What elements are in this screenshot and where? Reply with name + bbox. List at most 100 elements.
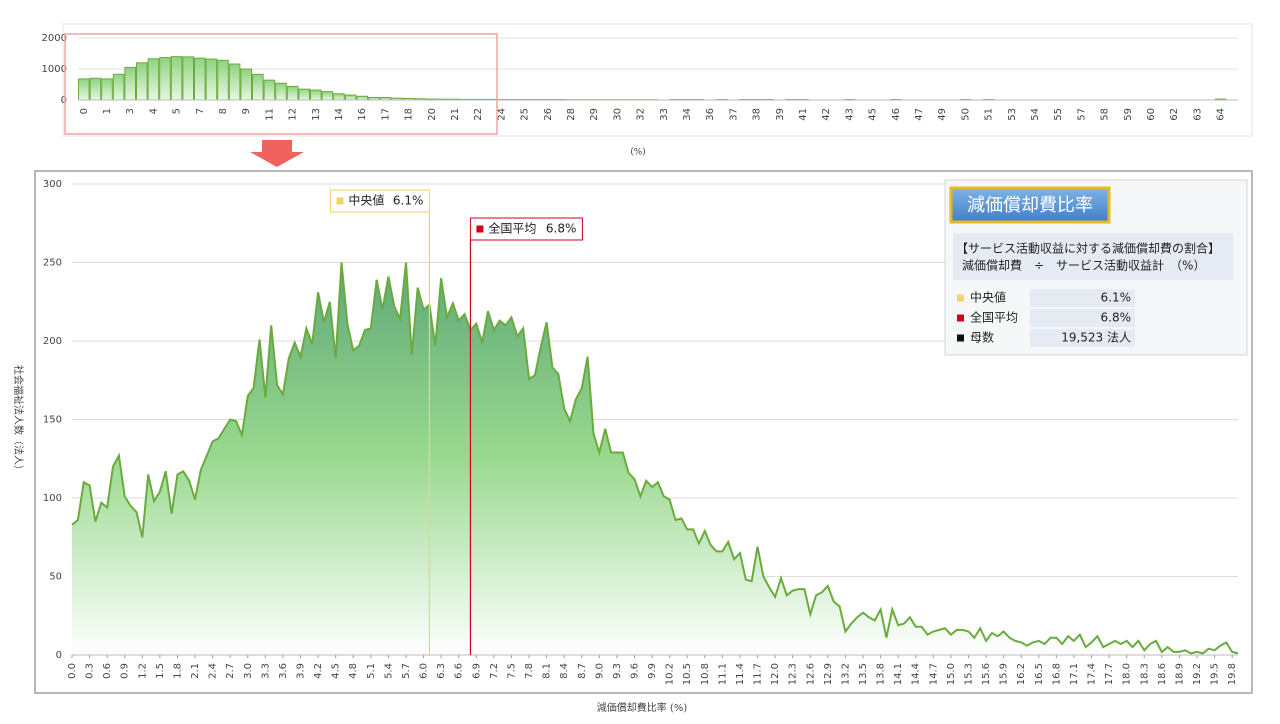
bar xyxy=(253,74,264,100)
x-tick-label: 19.5 xyxy=(1210,663,1221,685)
x-tick-label: 38 xyxy=(752,108,763,121)
x-tick-label: 2.4 xyxy=(208,663,219,679)
x-tick-label: 17 xyxy=(380,108,391,121)
x-tick-label: 15.6 xyxy=(981,663,992,685)
x-tick-label: 3 xyxy=(125,108,136,114)
info-row-label: 全国平均 xyxy=(970,310,1018,325)
bar xyxy=(206,59,217,100)
x-tick-label: 39 xyxy=(775,108,786,121)
x-tick-label: 10.2 xyxy=(665,663,676,685)
x-tick-label: 11.7 xyxy=(753,663,764,685)
x-tick-label: 18.3 xyxy=(1139,663,1150,685)
x-tick-label: 11.1 xyxy=(717,663,728,685)
x-tick-label: 9.9 xyxy=(647,663,658,679)
bar xyxy=(137,63,148,100)
bar xyxy=(357,96,368,100)
bar xyxy=(264,80,275,100)
x-tick-label: 10.5 xyxy=(682,663,693,685)
x-tick-label: 5.4 xyxy=(383,663,394,679)
x-tick-label: 12.6 xyxy=(805,663,816,685)
reference-value: 6.8% xyxy=(546,222,577,236)
x-tick-label: 3.0 xyxy=(243,663,254,679)
x-tick-label: 13.8 xyxy=(876,663,887,685)
x-tick-label: 12.3 xyxy=(788,663,799,685)
info-row-value: 6.8% xyxy=(1101,311,1132,325)
bar xyxy=(148,59,159,100)
x-tick-label: 14.4 xyxy=(911,663,922,685)
bar xyxy=(79,79,90,100)
info-swatch xyxy=(957,335,964,342)
x-tick-label: 5 xyxy=(172,108,183,114)
x-tick-label: 53 xyxy=(1007,108,1018,121)
x-tick-label: 16.5 xyxy=(1034,663,1045,685)
x-tick-label: 0 xyxy=(79,108,90,114)
x-tick-label: 11 xyxy=(264,108,275,121)
x-tick-label: 34 xyxy=(682,108,693,121)
x-tick-label: 29 xyxy=(589,108,600,121)
x-tick-label: 13 xyxy=(311,108,322,121)
info-description: 減価償却費 ÷ サービス活動収益計 （%） xyxy=(962,258,1205,273)
x-tick-label: 7.5 xyxy=(506,663,517,679)
x-tick-label: 17.4 xyxy=(1087,663,1098,685)
bar xyxy=(218,60,229,100)
info-row-value: 6.1% xyxy=(1101,291,1132,305)
x-tick-label: 45 xyxy=(868,108,879,121)
reference-swatch xyxy=(336,198,343,205)
y-tick-label: 0 xyxy=(61,95,67,106)
reference-name: 中央値 xyxy=(348,193,384,208)
x-tick-label: 9.6 xyxy=(629,663,640,679)
x-tick-label: 42 xyxy=(821,108,832,121)
x-tick-label: 15.9 xyxy=(999,663,1010,685)
x-tick-label: 43 xyxy=(844,108,855,121)
y-axis-label: 社会福祉法人数（法人） xyxy=(12,365,25,475)
x-tick-label: 4.8 xyxy=(348,663,359,679)
x-tick-label: 58 xyxy=(1100,108,1111,121)
x-tick-label: 8.4 xyxy=(559,663,570,679)
bar xyxy=(241,69,252,100)
info-row-value: 19,523 法人 xyxy=(1061,331,1131,345)
x-tick-label: 13.5 xyxy=(858,663,869,685)
x-tick-label: 12 xyxy=(288,108,299,121)
y-tick-label: 50 xyxy=(49,572,62,583)
x-tick-label: 49 xyxy=(937,108,948,121)
x-tick-label: 28 xyxy=(566,108,577,121)
bar xyxy=(287,86,298,100)
bar xyxy=(345,95,356,100)
zoom-arrow xyxy=(250,140,304,167)
info-row-label: 中央値 xyxy=(970,290,1006,305)
bar xyxy=(229,64,240,100)
x-tick-label: 26 xyxy=(543,108,554,121)
x-tick-label: 19.2 xyxy=(1192,663,1203,685)
x-tick-label: 0.3 xyxy=(85,663,96,679)
x-tick-label: 1.2 xyxy=(137,663,148,679)
x-tick-label: 18.0 xyxy=(1122,663,1133,685)
x-tick-label: 7 xyxy=(195,108,206,114)
x-tick-label: 3.6 xyxy=(278,663,289,679)
x-tick-label: 17.7 xyxy=(1104,663,1115,685)
x-tick-label: 6.9 xyxy=(471,663,482,679)
x-tick-label: 1.5 xyxy=(155,663,166,679)
x-tick-label: 7.2 xyxy=(489,663,500,679)
x-tick-label: 16.8 xyxy=(1051,663,1062,685)
y-tick-label: 0 xyxy=(56,650,62,661)
y-tick-label: 200 xyxy=(43,336,62,347)
x-tick-label: 8 xyxy=(218,108,229,114)
x-tick-label: 12.9 xyxy=(823,663,834,685)
y-tick-label: 2000 xyxy=(42,33,67,44)
x-tick-label: 2.1 xyxy=(190,663,201,679)
info-swatch xyxy=(957,295,964,302)
bar xyxy=(311,90,322,100)
x-tick-label: 13.2 xyxy=(840,663,851,685)
x-tick-label: 9.3 xyxy=(612,663,623,679)
bar xyxy=(322,92,333,100)
bar xyxy=(183,57,194,100)
x-tick-label: 15.3 xyxy=(963,663,974,685)
y-tick-label: 100 xyxy=(43,493,62,504)
x-tick-label: 18 xyxy=(404,108,415,121)
x-tick-label: 4 xyxy=(148,108,159,114)
x-tick-label: 5.1 xyxy=(366,663,377,679)
bar xyxy=(113,74,124,100)
x-tick-label: 14 xyxy=(334,108,345,121)
x-tick-label: 32 xyxy=(636,108,647,121)
x-tick-label: 25 xyxy=(520,108,531,121)
